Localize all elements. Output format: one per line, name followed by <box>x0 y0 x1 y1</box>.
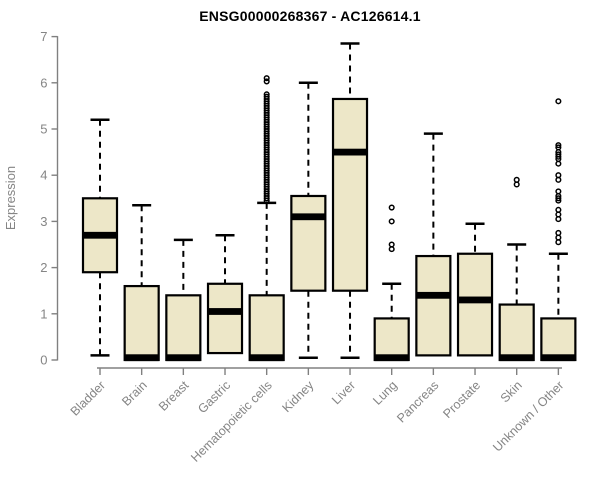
y-tick-label: 7 <box>40 29 47 44</box>
category-label-pancreas: Pancreas <box>394 378 441 425</box>
outlier-point <box>263 78 270 85</box>
iqr-box <box>165 294 202 362</box>
y-tick-label: 4 <box>40 168 47 183</box>
category-label-lung: Lung <box>370 378 400 408</box>
outlier-point <box>388 218 395 225</box>
boxplot-liver <box>331 42 369 359</box>
boxplot-pancreas <box>415 132 452 357</box>
y-tick-label: 2 <box>40 260 47 275</box>
iqr-box <box>248 294 285 362</box>
category-label-hematopoietic-cells: Hematopoietic cells <box>188 378 275 465</box>
outlier-point <box>263 197 270 204</box>
outlier-point <box>513 181 520 188</box>
outlier-point <box>555 239 562 246</box>
y-tick-label: 0 <box>40 353 47 368</box>
median-line <box>208 308 243 315</box>
iqr-box <box>373 317 410 362</box>
median-line <box>291 213 326 221</box>
category-label-kidney: Kidney <box>280 378 317 415</box>
outlier-point <box>555 98 562 105</box>
boxplot-hematopoietic-cells <box>248 75 285 362</box>
boxplot-prostate <box>456 222 494 357</box>
iqr-box <box>415 254 452 357</box>
iqr-box <box>540 317 577 362</box>
median-line <box>166 354 201 362</box>
y-tick-label: 5 <box>40 122 47 137</box>
category-label-prostate: Prostate <box>440 378 483 421</box>
category-label-skin: Skin <box>498 378 525 405</box>
y-tick-label: 6 <box>40 75 47 90</box>
outlier-point <box>555 153 562 160</box>
median-line <box>249 354 284 362</box>
outlier-point <box>555 142 562 149</box>
boxplot-unknown-other <box>540 98 577 362</box>
outlier-point <box>555 216 562 223</box>
iqr-box <box>123 284 160 362</box>
category-label-gastric: Gastric <box>195 378 233 416</box>
iqr-box <box>206 282 244 355</box>
category-label-breast: Breast <box>156 378 192 414</box>
outlier-point <box>263 195 270 202</box>
boxplot-gastric <box>206 234 244 355</box>
median-line <box>124 354 159 362</box>
outlier-point <box>263 75 270 82</box>
boxplot-skin <box>498 176 535 362</box>
y-axis-title: Expression <box>3 166 18 230</box>
median-line <box>458 296 493 304</box>
outlier-point <box>555 195 562 202</box>
median-line <box>499 354 534 362</box>
y-tick-label: 1 <box>40 306 47 321</box>
boxplot-kidney <box>290 81 327 359</box>
category-label-brain: Brain <box>119 378 150 409</box>
category-label-bladder: Bladder <box>68 378 108 418</box>
outlier-point <box>555 176 562 183</box>
median-line <box>374 354 409 362</box>
outlier-point <box>388 246 395 253</box>
category-label-unknown-other: Unknown / Other <box>490 378 566 454</box>
outlier-point <box>555 197 562 204</box>
median-line <box>83 231 117 239</box>
median-line <box>416 291 451 299</box>
y-tick-label: 3 <box>40 214 47 229</box>
iqr-box <box>456 252 494 357</box>
boxplot-bladder <box>81 118 119 357</box>
chart-title: ENSG00000268367 - AC126614.1 <box>199 8 421 24</box>
boxplot-lung <box>373 204 410 362</box>
category-label-liver: Liver <box>329 378 358 407</box>
outlier-point <box>388 204 395 211</box>
iqr-box <box>290 194 327 292</box>
outlier-point <box>555 160 562 167</box>
iqr-box <box>498 303 535 362</box>
median-line <box>541 354 576 362</box>
median-line <box>333 148 368 156</box>
iqr-box <box>331 97 369 292</box>
boxplot-breast <box>165 238 202 362</box>
boxplot-brain <box>123 203 160 362</box>
